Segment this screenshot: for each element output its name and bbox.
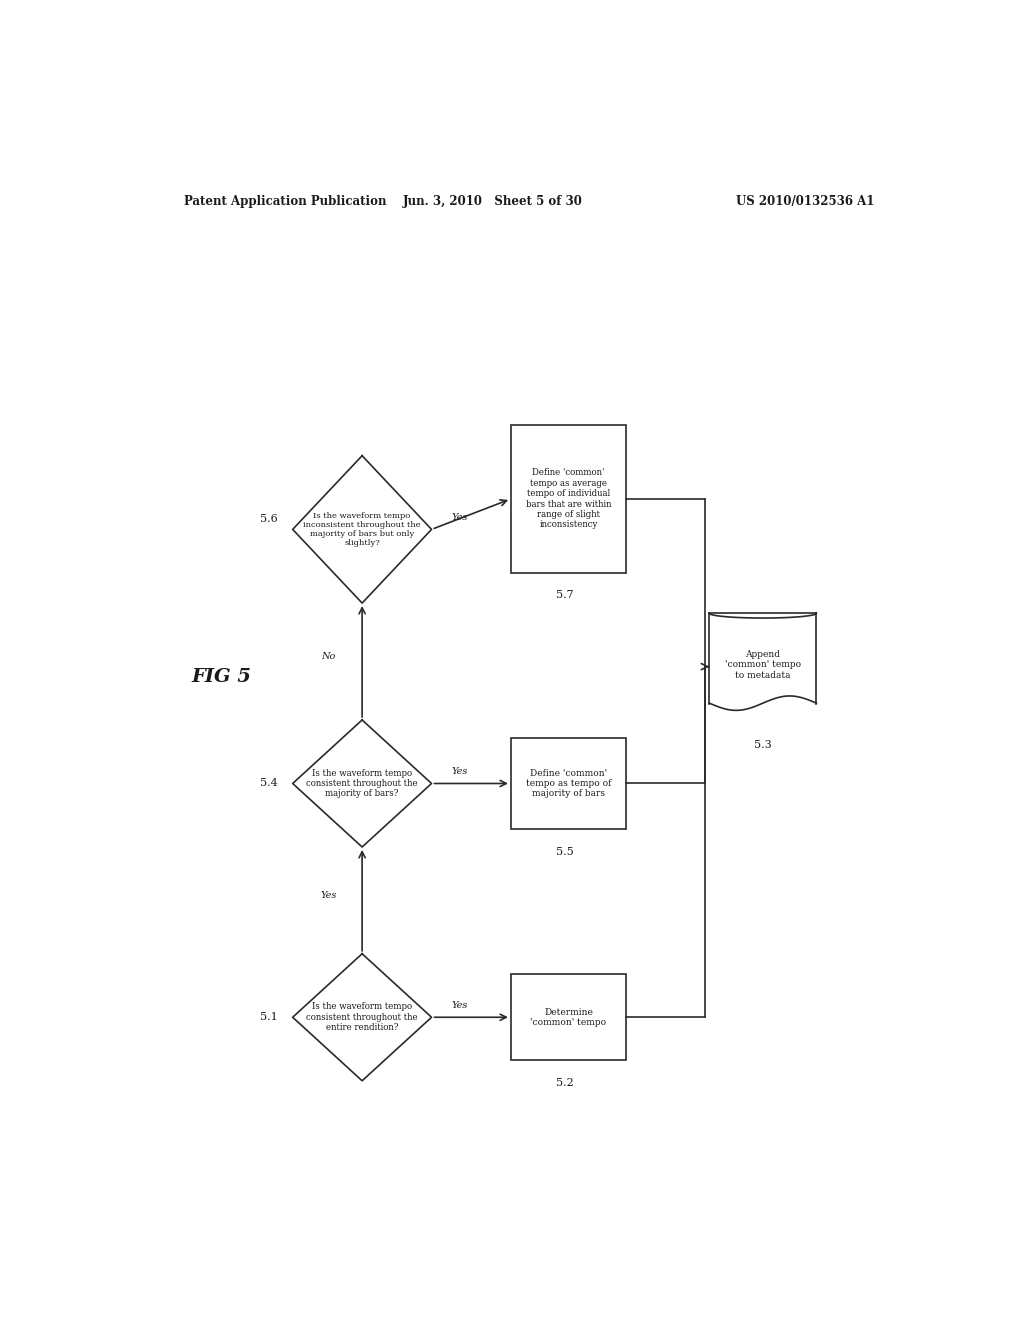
Bar [511,738,626,829]
Text: 5.7: 5.7 [556,590,573,601]
Text: Yes: Yes [452,767,468,776]
Bar [511,425,626,573]
Text: 5.3: 5.3 [754,741,772,750]
Bar [511,974,626,1060]
Text: Is the waveform tempo
inconsistent throughout the
majority of bars but only
slig: Is the waveform tempo inconsistent throu… [303,512,421,548]
Text: Yes: Yes [321,891,337,900]
Text: Jun. 3, 2010   Sheet 5 of 30: Jun. 3, 2010 Sheet 5 of 30 [403,194,583,207]
Text: 5.4: 5.4 [260,779,278,788]
Text: Yes: Yes [452,1001,468,1010]
Text: Determine
'common' tempo: Determine 'common' tempo [530,1007,606,1027]
Text: Is the waveform tempo
consistent throughout the
entire rendition?: Is the waveform tempo consistent through… [306,1002,418,1032]
Text: Is the waveform tempo
consistent throughout the
majority of bars?: Is the waveform tempo consistent through… [306,768,418,799]
Text: US 2010/0132536 A1: US 2010/0132536 A1 [735,194,873,207]
Text: Yes: Yes [452,512,468,521]
Text: 5.1: 5.1 [260,1012,278,1022]
Text: 5.5: 5.5 [556,846,573,857]
Text: Patent Application Publication: Patent Application Publication [183,194,386,207]
Text: Define 'common'
tempo as tempo of
majority of bars: Define 'common' tempo as tempo of majori… [525,768,611,799]
Text: Append
'common' tempo
to metadata: Append 'common' tempo to metadata [725,649,801,680]
Text: 5.6: 5.6 [260,515,278,524]
Text: Define 'common'
tempo as average
tempo of individual
bars that are within
range : Define 'common' tempo as average tempo o… [525,469,611,529]
Text: No: No [322,652,336,661]
Text: 5.2: 5.2 [556,1078,573,1088]
Text: FIG 5: FIG 5 [191,668,252,686]
